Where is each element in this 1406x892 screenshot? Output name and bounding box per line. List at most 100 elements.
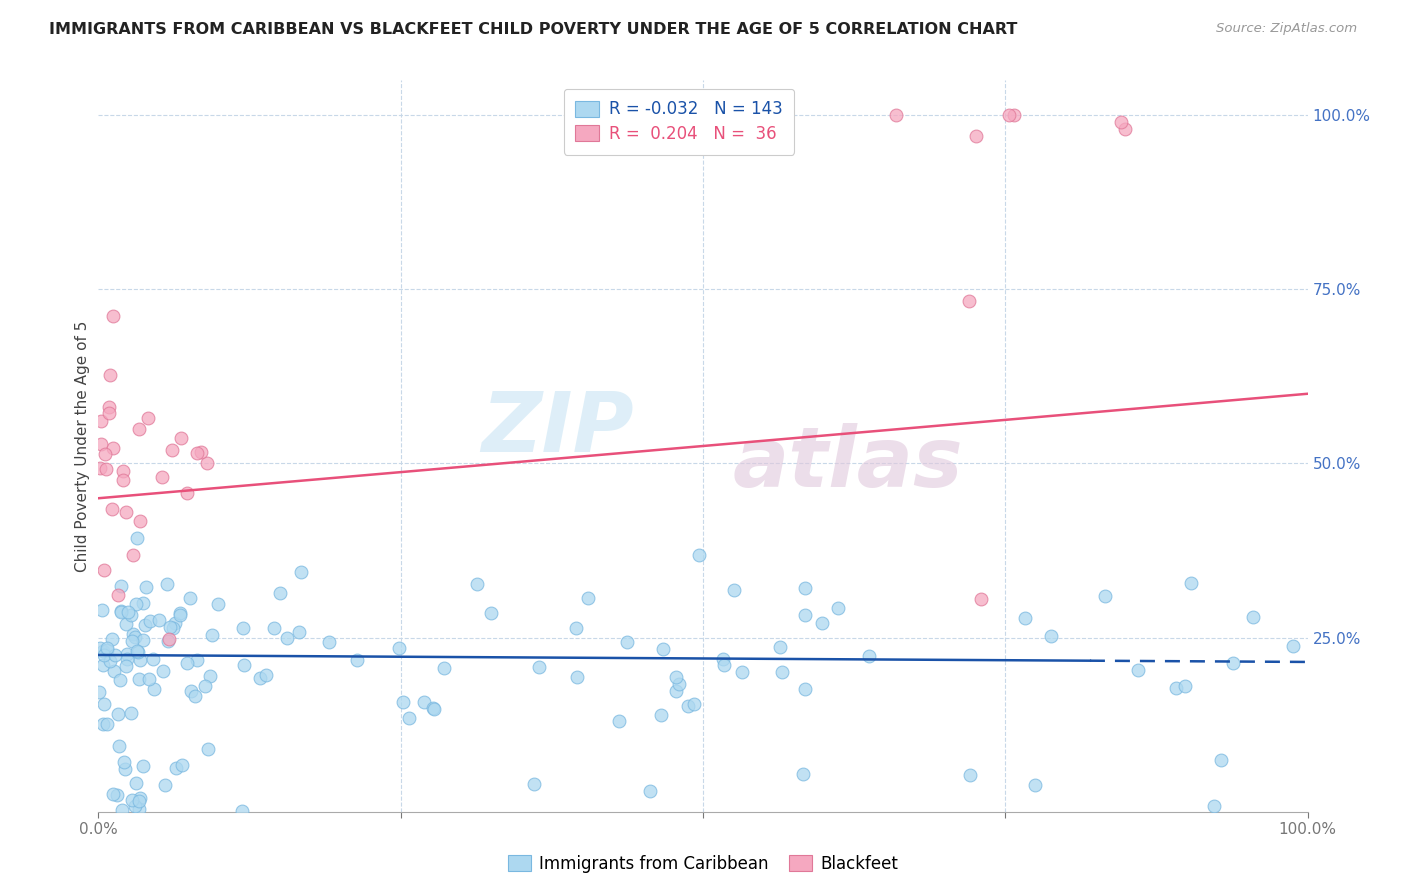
Point xyxy=(115,505,138,519)
Point xyxy=(1209,753,1232,767)
Point xyxy=(142,682,165,697)
Legend: R = -0.032   N = 143, R =  0.204   N =  36: R = -0.032 N = 143, R = 0.204 N = 36 xyxy=(564,88,794,154)
Text: IMMIGRANTS FROM CARIBBEAN VS BLACKFEET CHILD POVERTY UNDER THE AGE OF 5 CORRELAT: IMMIGRANTS FROM CARIBBEAN VS BLACKFEET C… xyxy=(49,22,1018,37)
Point xyxy=(114,762,136,776)
Point xyxy=(96,716,118,731)
Point xyxy=(638,784,661,798)
Point xyxy=(93,648,115,663)
Point xyxy=(156,634,179,648)
Point xyxy=(111,803,134,817)
Point xyxy=(198,669,221,683)
Point xyxy=(1202,799,1225,814)
Point xyxy=(688,548,710,562)
Point xyxy=(1180,576,1202,591)
Point xyxy=(103,441,125,455)
Point xyxy=(96,643,118,657)
Point xyxy=(122,548,145,562)
Point xyxy=(201,628,224,642)
Point xyxy=(97,406,120,420)
Point xyxy=(157,632,180,647)
Point xyxy=(129,514,152,528)
Point xyxy=(346,652,368,666)
Point xyxy=(128,673,150,687)
Point xyxy=(713,658,735,673)
Point xyxy=(108,673,131,688)
Point xyxy=(156,577,179,591)
Text: ZIP: ZIP xyxy=(482,388,634,469)
Point xyxy=(769,640,792,655)
Point xyxy=(136,410,159,425)
Point xyxy=(127,645,149,659)
Point xyxy=(195,456,218,470)
Point xyxy=(115,659,138,673)
Point xyxy=(142,652,165,666)
Point xyxy=(124,775,146,789)
Point xyxy=(269,586,291,600)
Text: atlas: atlas xyxy=(733,423,963,504)
Point xyxy=(232,621,254,635)
Point xyxy=(125,597,148,611)
Point xyxy=(1024,778,1046,792)
Point xyxy=(998,108,1021,122)
Point xyxy=(117,647,139,661)
Point xyxy=(1039,628,1062,642)
Point xyxy=(1002,108,1025,122)
Point xyxy=(792,767,814,781)
Point xyxy=(110,579,132,593)
Point xyxy=(288,625,311,640)
Point xyxy=(1222,656,1244,670)
Point xyxy=(100,654,122,668)
Point xyxy=(107,588,129,602)
Point xyxy=(811,616,834,631)
Point xyxy=(432,661,454,675)
Point xyxy=(122,627,145,641)
Point xyxy=(176,486,198,500)
Point xyxy=(91,657,114,672)
Point xyxy=(121,793,143,807)
Point xyxy=(98,368,121,382)
Point xyxy=(90,414,112,428)
Point xyxy=(96,640,118,655)
Point xyxy=(186,445,208,459)
Point xyxy=(1114,122,1136,136)
Point xyxy=(89,640,111,655)
Point xyxy=(107,706,129,721)
Point xyxy=(711,652,734,666)
Point xyxy=(276,632,298,646)
Point xyxy=(884,108,907,122)
Point xyxy=(112,464,135,478)
Point xyxy=(125,644,148,658)
Point xyxy=(392,695,415,709)
Point xyxy=(128,802,150,816)
Point xyxy=(290,565,312,579)
Point xyxy=(176,656,198,670)
Point xyxy=(423,702,446,716)
Point xyxy=(162,621,184,635)
Point xyxy=(152,664,174,678)
Point xyxy=(665,670,688,684)
Point xyxy=(90,436,112,450)
Point xyxy=(115,616,138,631)
Point xyxy=(108,739,131,754)
Point xyxy=(959,767,981,781)
Point xyxy=(129,653,152,667)
Point xyxy=(125,531,148,545)
Point xyxy=(207,597,229,611)
Point xyxy=(94,447,117,461)
Point xyxy=(111,473,134,487)
Point xyxy=(110,604,132,618)
Point xyxy=(523,776,546,790)
Point xyxy=(93,563,115,577)
Point xyxy=(793,681,815,696)
Point xyxy=(318,634,340,648)
Point xyxy=(1094,589,1116,603)
Y-axis label: Child Poverty Under the Age of 5: Child Poverty Under the Age of 5 xyxy=(75,320,90,572)
Point xyxy=(169,607,191,622)
Point xyxy=(650,707,672,722)
Point xyxy=(139,614,162,628)
Point xyxy=(101,310,124,324)
Point xyxy=(965,128,987,143)
Point xyxy=(101,632,124,646)
Point xyxy=(412,695,434,709)
Point xyxy=(422,701,444,715)
